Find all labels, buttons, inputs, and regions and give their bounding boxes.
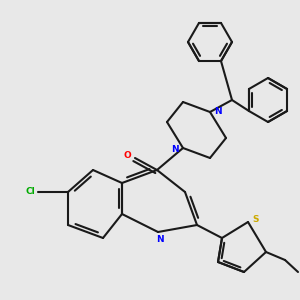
Text: O: O [123,152,131,160]
Text: Cl: Cl [25,188,35,196]
Text: S: S [253,214,259,224]
Text: N: N [214,106,222,116]
Text: N: N [156,236,164,244]
Text: N: N [171,145,179,154]
